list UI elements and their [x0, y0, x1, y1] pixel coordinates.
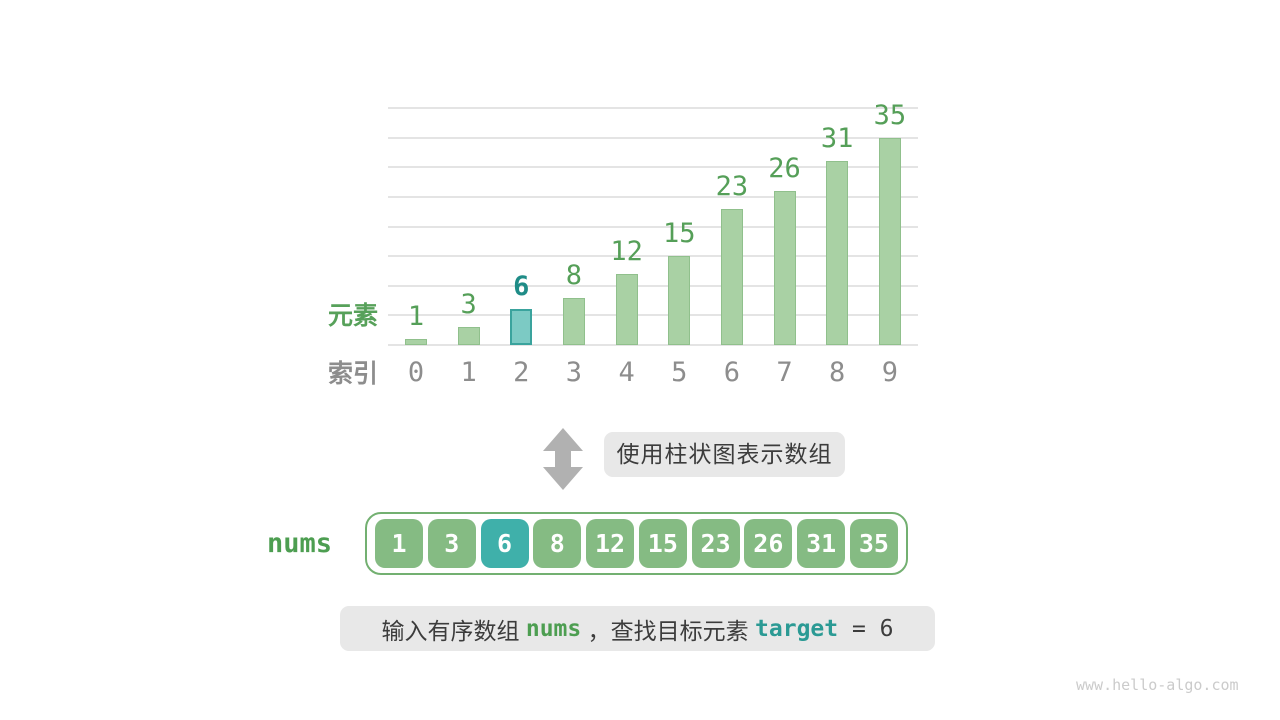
bar-value-label: 12	[610, 235, 643, 267]
bar	[615, 273, 638, 345]
index-tick-label: 3	[565, 357, 583, 388]
array-cell: 1	[375, 519, 423, 568]
watermark: www.hello-algo.com	[1076, 676, 1239, 694]
chart-plot-area: 1 3 6 8 12 15 23 26 31 35	[388, 101, 918, 346]
array-cell-highlighted: 6	[480, 519, 529, 568]
array-cell: 35	[849, 519, 898, 568]
index-tick-label: 4	[618, 357, 635, 388]
array-cell: 26	[744, 519, 793, 568]
index-tick-label: 8	[829, 357, 846, 388]
x-axis-label: 索引	[327, 360, 378, 388]
array-cell: 12	[586, 519, 635, 568]
array-name-label: nums	[266, 528, 332, 559]
array-cell: 31	[797, 519, 846, 568]
gridline	[388, 136, 918, 139]
caption-middle: 查找目标元素	[610, 617, 756, 644]
bar-value-label: 15	[662, 218, 696, 250]
bar	[562, 297, 585, 345]
bar	[826, 161, 849, 345]
bar-value-label: 23	[715, 170, 749, 202]
gridline	[388, 314, 918, 317]
index-tick-label: 5	[671, 357, 688, 388]
bar	[668, 256, 691, 345]
index-tick-label: 6	[723, 357, 741, 388]
bar-value-label: 35	[873, 99, 907, 131]
caption-equals: =	[838, 615, 880, 642]
array-cell: 15	[638, 519, 687, 568]
gridline	[388, 255, 918, 258]
gridline	[388, 225, 918, 228]
chart-explanation-note: 使用柱状图表示数组	[604, 432, 845, 477]
caption-comma: ，	[581, 617, 611, 644]
y-axis-label: 元素	[327, 302, 378, 330]
nums-array: 1 3 6 8 12 15 23 26 31 35	[365, 512, 908, 575]
index-tick-label: 2	[513, 357, 530, 388]
bar-value-label: 26	[768, 152, 801, 184]
bar-value-label: 31	[820, 123, 854, 155]
index-tick-label: 0	[407, 357, 425, 388]
bar	[405, 339, 427, 345]
gridline	[388, 166, 918, 169]
bar-value-label: 6	[513, 271, 530, 303]
caption-prefix: 输入有序数组	[381, 617, 526, 644]
bar	[457, 327, 480, 345]
caption-target-value: 6	[879, 615, 894, 642]
up-down-arrow-icon	[543, 428, 583, 490]
array-cell: 3	[427, 519, 476, 568]
index-tick-label: 9	[881, 357, 898, 388]
gridline	[388, 195, 918, 198]
index-tick-label: 1	[460, 357, 477, 388]
bar	[878, 137, 901, 345]
caption-nums-code: nums	[525, 615, 582, 642]
caption-target-code: target	[755, 615, 839, 642]
gridline	[388, 284, 918, 287]
index-tick-label: 7	[776, 357, 793, 388]
bar-value-label: 1	[407, 301, 425, 333]
array-cell: 8	[533, 519, 582, 568]
bar-value-label: 8	[565, 259, 583, 291]
array-cell: 23	[691, 519, 740, 568]
bar-highlighted	[510, 309, 533, 345]
gridline	[388, 344, 918, 346]
gridline	[388, 107, 918, 109]
bar	[773, 190, 796, 345]
bar-value-label: 3	[460, 289, 477, 321]
index-axis-row: 0 1 2 3 4 5 6 7 8 9	[388, 358, 918, 390]
bar	[720, 208, 743, 345]
caption: 输入有序数组 nums ，查找目标元素 target = 6	[340, 606, 935, 651]
